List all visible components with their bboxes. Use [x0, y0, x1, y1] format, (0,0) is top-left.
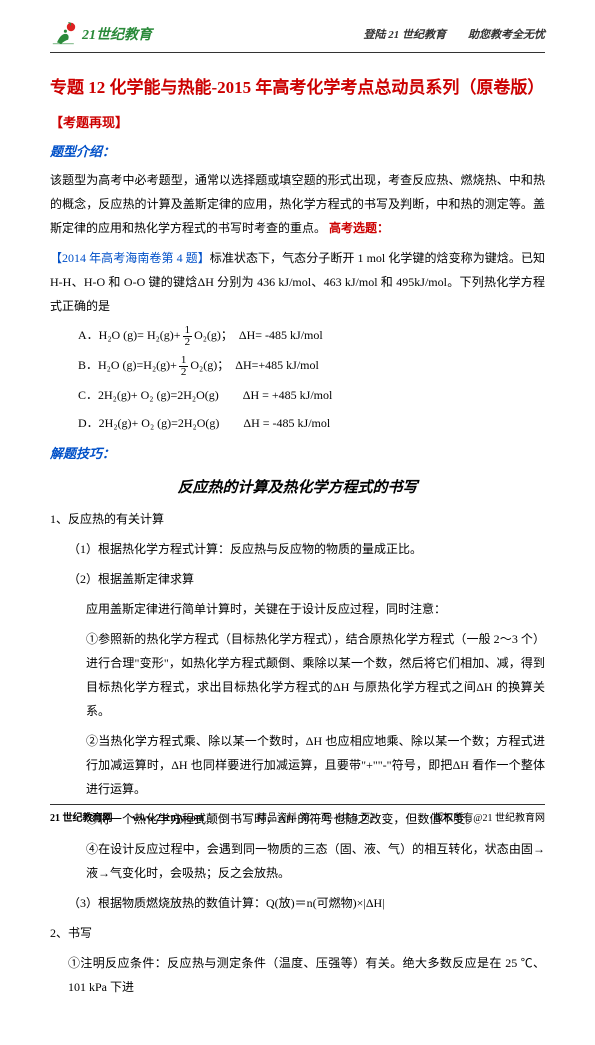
type-intro-body: 该题型为高考中必考题型，通常以选择题或填空题的形式出现，考查反应热、燃烧热、中和…: [50, 168, 545, 240]
fraction-half: 12: [179, 355, 189, 378]
p1-2-i2: ②当热化学方程式乘、除以某一个数时，ΔH 也应相应地乘、除以某一个数；方程式进行…: [86, 729, 545, 801]
option-d: D．2H₂(g)+ O₂ (g)=2H₂O(g) ΔH = -485 kJ/mo…: [78, 412, 545, 435]
p2-1: ①注明反应条件：反应热与测定条件（温度、压强等）有关。绝大多数反应是在 25 ℃…: [68, 951, 545, 999]
option-b: B．H₂O (g)=H₂(g)+12O₂(g)； ΔH=+485 kJ/mol: [78, 354, 545, 378]
frac-num: 1: [183, 325, 193, 337]
center-subtitle: 反应热的计算及热化学方程式的书写: [50, 476, 545, 497]
footer-mid: 精品资料·第 1 页（共 3 页）: [257, 809, 380, 824]
p1: 1、反应热的有关计算: [50, 507, 545, 531]
p1-2: （2）根据盖斯定律求算: [68, 567, 545, 591]
p2: 2、书写: [50, 921, 545, 945]
exam-select-label: 高考选题：: [329, 221, 389, 235]
section-reappear: 【考题再现】: [50, 112, 545, 131]
option-a: A．H₂O (g)= H₂(g)+12O₂(g)； ΔH= -485 kJ/mo…: [78, 324, 545, 348]
p1-2-i1: ①参照新的热化学方程式（目标热化学方程式），结合原热化学方程式（一般 2～3 个…: [86, 627, 545, 723]
option-c: C．2H₂(g)+ O₂ (g)=2H₂O(g) ΔH = +485 kJ/mo…: [78, 384, 545, 407]
header-slogan: 登陆 21 世纪教育 助您教考全无忧: [364, 26, 546, 42]
exam-question: 【2014 年高考海南卷第 4 题】标准状态下，气态分子断开 1 mol 化学键…: [50, 246, 545, 318]
option-a-post: O₂(g)； ΔH= -485 kJ/mol: [194, 328, 323, 342]
p1-3: （3）根据物质燃烧放热的数值计算：Q(放)＝n(可燃物)×|ΔH|: [68, 891, 545, 915]
frac-num: 1: [179, 355, 189, 367]
p1-2-body: 应用盖斯定律进行简单计算时，关键在于设计反应过程，同时注意：: [86, 597, 545, 621]
document-title: 专题 12 化学能与热能-2015 年高考化学考点总动员系列（原卷版）: [50, 73, 545, 98]
option-b-pre: B．H₂O (g)=H₂(g)+: [78, 358, 177, 372]
option-b-post: O₂(g)； ΔH=+485 kJ/mol: [190, 358, 318, 372]
footer-right: 版权所有@21 世纪教育网: [433, 809, 545, 824]
page-footer: 21 世纪教育网 www.21cnjy.com 精品资料·第 1 页（共 3 页…: [50, 804, 545, 824]
logo: 21世纪教育: [50, 20, 152, 48]
type-intro-label: 题型介绍：: [50, 141, 545, 160]
option-a-pre: A．H₂O (g)= H₂(g)+: [78, 328, 181, 342]
logo-text: 21世纪教育: [82, 24, 152, 44]
exam-source: 【2014 年高考海南卷第 4 题】: [50, 251, 210, 265]
p1-1: （1）根据热化学方程式计算：反应热与反应物的物质的量成正比。: [68, 537, 545, 561]
runner-icon: [50, 20, 78, 48]
footer-site: 21 世纪教育网 www.21cnjy.com: [50, 809, 204, 824]
solve-label: 解题技巧：: [50, 443, 545, 462]
frac-den: 2: [179, 367, 189, 378]
type-intro-text: 该题型为高考中必考题型，通常以选择题或填空题的形式出现，考查反应热、燃烧热、中和…: [50, 173, 545, 235]
page-header: 21世纪教育 登陆 21 世纪教育 助您教考全无忧: [50, 20, 545, 53]
p1-2-i4: ④在设计反应过程中，会遇到同一物质的三态（固、液、气）的相互转化，状态由固→液→…: [86, 837, 545, 885]
fraction-half: 12: [183, 325, 193, 348]
frac-den: 2: [183, 337, 193, 348]
